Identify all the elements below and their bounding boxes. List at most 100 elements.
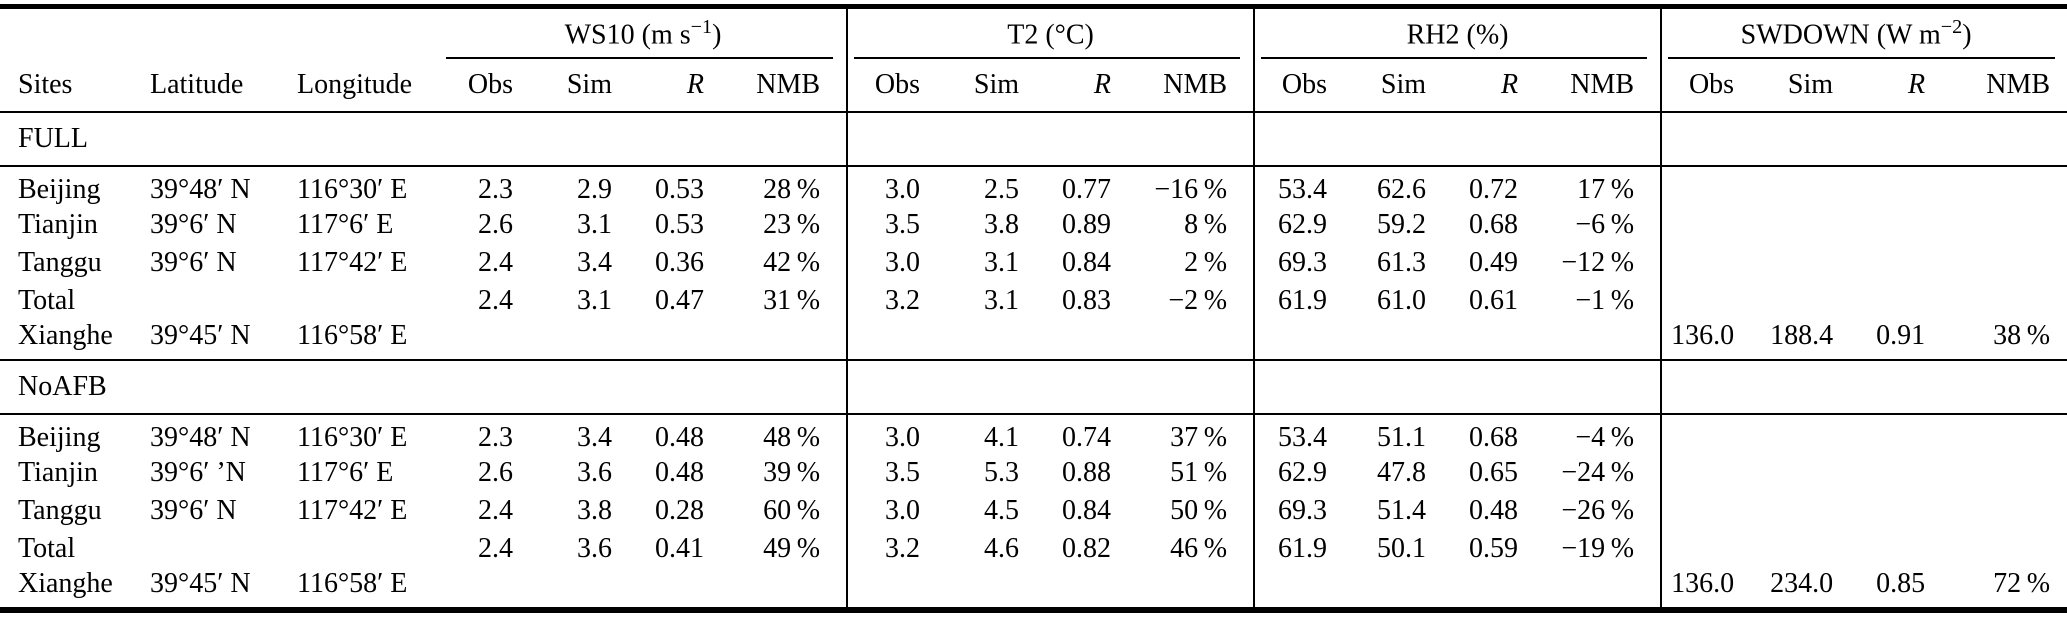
cell-rh2-r: 0.49 [1469, 246, 1519, 278]
cell-rh2-r [1456, 320, 1548, 360]
cell-longitude: 117°6′ E [297, 208, 394, 240]
cell-rh2-r: 0.68 [1469, 208, 1519, 240]
column-header-ws10-nmb: NMB [756, 68, 821, 100]
cell-swdown-obs [1660, 243, 1765, 282]
cell-ws10-r: 0.28 [655, 494, 704, 526]
cell-rh2-r: 0.59 [1469, 532, 1519, 564]
cell-ws10-sim: 3.6 [577, 532, 612, 564]
cell-site: Beijing [18, 421, 101, 453]
group-label-ws10: WS10 [564, 19, 635, 51]
column-header-rh2-r: R [1500, 68, 1519, 100]
table-row: Tianjin 39°6′ ’N 117°6′ E 2.6 3.6 0.48 39 % 3.5… [0, 453, 2067, 492]
group-label-swdown: SWDOWN [1740, 19, 1870, 51]
group-header-row: WS10 (m s−1) T2 (°C) RH2 (%) SWDOWN (W m… [0, 6, 2067, 59]
cell-rh2-sim: 61.3 [1377, 246, 1427, 278]
cell-ws10-r: 0.41 [655, 532, 704, 564]
section-spacer-t2 [846, 359, 1255, 414]
cell-rh2-sim: 51.4 [1377, 494, 1427, 526]
cell-rh2-sim: 61.0 [1377, 284, 1427, 316]
cell-ws10-obs [440, 320, 543, 360]
cell-swdown-r: 0.85 [1876, 567, 1926, 599]
cell-t2-sim: 3.8 [984, 208, 1020, 240]
column-header-t2-sim: Sim [973, 68, 1020, 100]
cell-rh2-sim: 62.6 [1377, 173, 1427, 205]
cell-t2-nmb: 46 % [1170, 532, 1228, 564]
section-spacer-ws10 [440, 360, 847, 414]
cell-rh2-obs: 69.3 [1253, 243, 1358, 282]
cell-rh2-sim: 51.1 [1377, 421, 1427, 453]
cell-t2-r: 0.82 [1062, 532, 1112, 564]
cell-swdown-sim [1764, 244, 1863, 282]
cell-t2-r: 0.83 [1062, 284, 1112, 316]
column-header-sites: Sites [18, 68, 73, 100]
cell-rh2-r: 0.48 [1469, 494, 1519, 526]
cell-longitude [297, 530, 440, 568]
cell-t2-nmb: 2 % [1184, 246, 1228, 278]
cell-swdown-r [1863, 414, 1955, 454]
cell-swdown-sim [1764, 530, 1863, 568]
cell-ws10-obs: 2.4 [478, 284, 513, 316]
column-header-t2-r: R [1093, 68, 1112, 100]
column-header-ws10-obs: Obs [467, 68, 513, 100]
cell-ws10-nmb: 31 % [763, 284, 821, 316]
section-spacer-swdown [1660, 111, 2067, 166]
cell-longitude: 117°42′ E [297, 246, 408, 278]
cell-t2-obs [846, 319, 951, 360]
cell-t2-sim: 4.6 [984, 532, 1020, 564]
cell-swdown-sim [1764, 206, 1863, 244]
cell-swdown-nmb [1955, 206, 2067, 244]
column-header-swdown-nmb: NMB [1986, 68, 2051, 100]
section-row-noafb: NoAFB [0, 359, 2067, 414]
cell-swdown-r [1863, 282, 1955, 320]
cell-ws10-r [642, 320, 734, 360]
group-header-spacer [0, 7, 440, 59]
cell-swdown-obs [1660, 205, 1765, 244]
cell-site: Xianghe [18, 319, 113, 351]
cell-rh2-obs: 62.9 [1253, 205, 1358, 244]
validation-table: WS10 (m s−1) T2 (°C) RH2 (%) SWDOWN (W m… [0, 4, 2067, 613]
cell-swdown-obs: 136.0 [1660, 319, 1765, 360]
group-unit-swdown: (W m [1869, 19, 1941, 51]
cell-ws10-nmb: 49 % [763, 532, 821, 564]
group-header-rh2: RH2 (%) [1253, 6, 1662, 59]
cell-t2-r [1049, 320, 1141, 360]
group-unit-t2: (°C) [1038, 19, 1094, 51]
column-header-t2-obs: Obs [846, 58, 951, 112]
column-header-ws10-r: R [686, 68, 704, 100]
cell-t2-sim: 3.1 [984, 284, 1020, 316]
cell-rh2-nmb: −1 % [1575, 284, 1635, 316]
cell-t2-sim: 2.5 [984, 173, 1020, 205]
column-header-swdown-sim: Sim [1787, 68, 1834, 100]
cell-ws10-obs: 2.3 [478, 173, 513, 205]
cell-t2-nmb [1141, 568, 1254, 610]
table-header: WS10 (m s−1) T2 (°C) RH2 (%) SWDOWN (W m… [0, 6, 2067, 112]
cell-t2-obs: 3.2 [846, 529, 951, 568]
cell-ws10-nmb: 60 % [763, 494, 821, 526]
table-body: FULL Beijing 39°48′ N 116°30′ E 2.3 2.9 0.53 28… [0, 111, 2067, 610]
cell-t2-nmb: −2 % [1168, 284, 1228, 316]
cell-ws10-r: 0.48 [655, 456, 704, 488]
column-header-latitude: Latitude [150, 68, 244, 100]
cell-swdown-nmb [1955, 166, 2067, 206]
cell-ws10-sim: 2.9 [577, 173, 612, 205]
cell-ws10-obs: 2.4 [478, 246, 513, 278]
table-row: Total 2.4 3.1 0.47 31 % 3.2 3.1 0.83 −2 % 61.9 61.… [0, 281, 2067, 320]
cell-ws10-r: 0.47 [655, 284, 704, 316]
table-row: Tianjin 39°6′ N 117°6′ E 2.6 3.1 0.53 23 % 3.5 3… [0, 205, 2067, 244]
cell-swdown-nmb: 72 % [1993, 567, 2051, 599]
cell-t2-obs: 3.2 [846, 281, 951, 320]
cell-ws10-r [642, 568, 734, 610]
cell-swdown-nmb [1955, 244, 2067, 282]
table-row: Beijing 39°48′ N 116°30′ E 2.3 3.4 0.48 48 % 3.… [0, 413, 2067, 454]
cell-swdown-nmb [1955, 282, 2067, 320]
cell-swdown-sim [1764, 282, 1863, 320]
cell-swdown-obs [1660, 453, 1765, 492]
cell-rh2-nmb: −24 % [1561, 456, 1635, 488]
cell-t2-nmb: 37 % [1170, 421, 1228, 453]
cell-rh2-nmb: −4 % [1575, 421, 1635, 453]
cell-longitude: 117°42′ E [297, 494, 408, 526]
cell-t2-obs: 3.0 [846, 491, 951, 530]
cell-t2-nmb: −16 % [1154, 173, 1228, 205]
cell-site: Total [18, 284, 76, 316]
